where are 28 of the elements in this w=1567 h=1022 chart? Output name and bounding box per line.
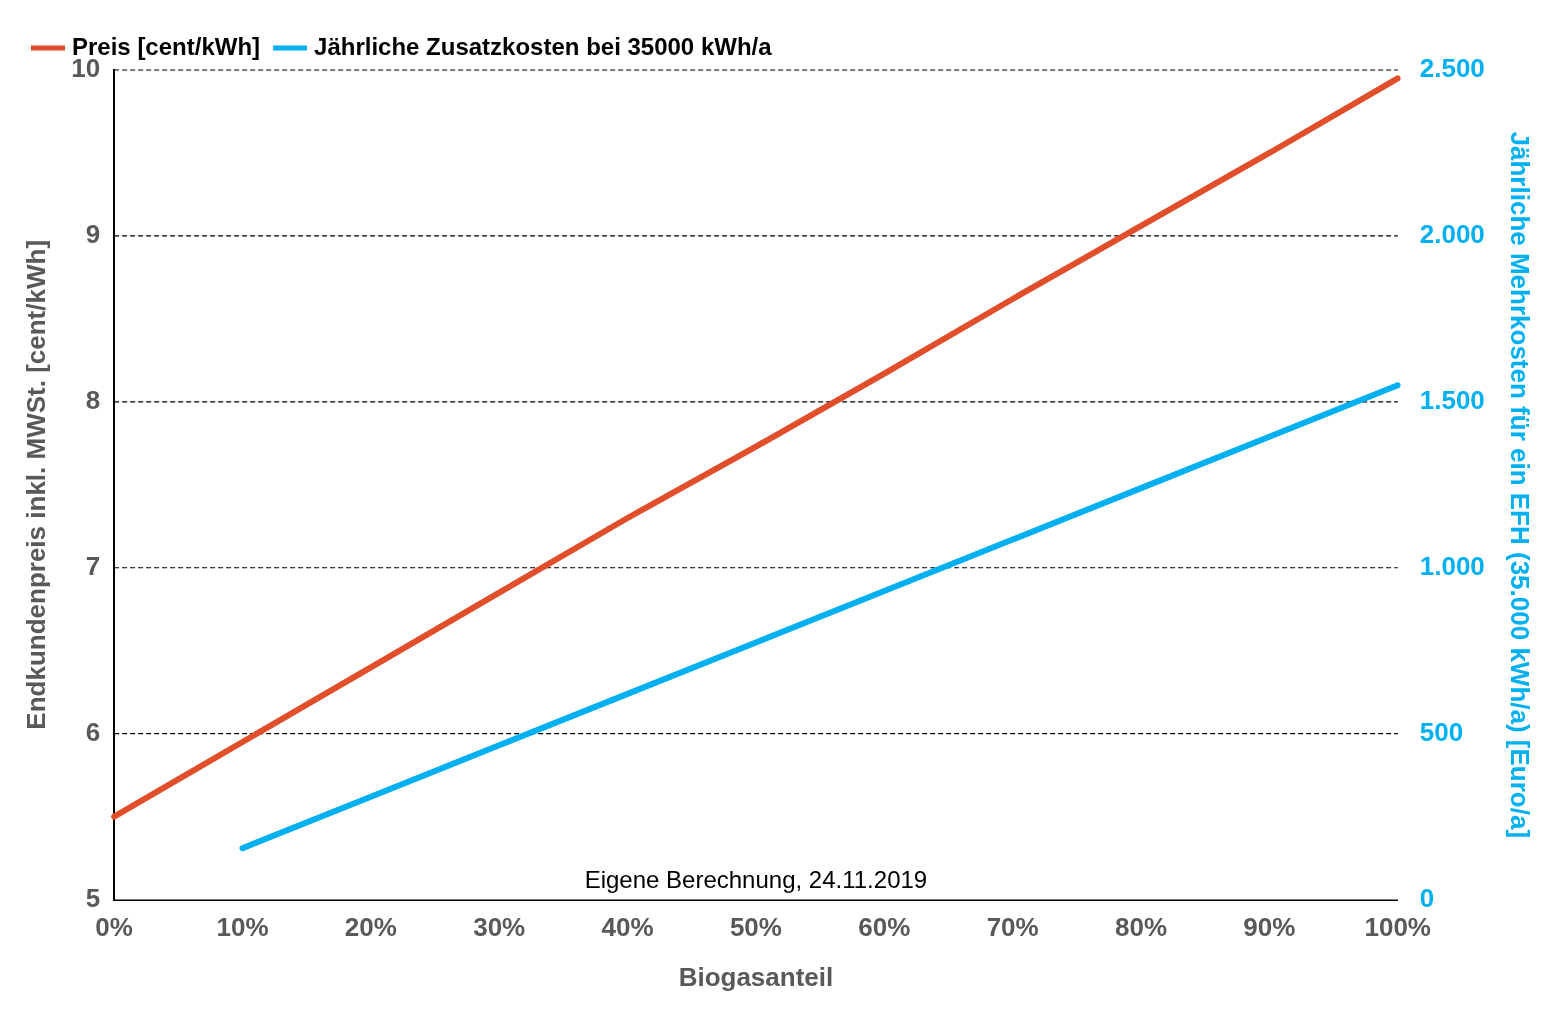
y2-tick-label: 1.500	[1419, 385, 1485, 416]
y-axis-title: Endkundenpreis inkl. MWSt. [cent/kWh]	[20, 239, 51, 730]
x-tick-label: 10%	[216, 912, 269, 943]
legend-label: Preis [cent/kWh]	[72, 32, 261, 60]
y2-axis-title: Jährliche Mehrkosten für ein EFH (35.000 kWh/a) [Euro/a]	[1505, 131, 1536, 839]
annotation: Eigene Berechnung, 24.11.2019	[584, 866, 928, 894]
y2-tick-label: 1.000	[1419, 550, 1485, 581]
y-tick-label: 8	[85, 385, 101, 416]
x-tick-label: 40%	[601, 912, 654, 943]
y2-tick-label: 2.500	[1419, 53, 1485, 84]
x-tick-label: 30%	[473, 912, 526, 943]
y-tick-label: 6	[85, 716, 101, 747]
x-tick-label: 20%	[344, 912, 397, 943]
x-tick-label: 80%	[1114, 912, 1168, 943]
x-tick-label: 60%	[858, 912, 911, 943]
x-axis-title: Biogasanteil	[678, 961, 834, 992]
y2-tick-label: 0	[1419, 882, 1435, 913]
y-tick-label: 5	[85, 882, 101, 913]
y2-tick-label: 2.000	[1419, 219, 1485, 250]
y2-tick-label: 500	[1419, 716, 1464, 747]
y-tick-label: 9	[85, 219, 101, 250]
x-tick-label: 70%	[986, 912, 1039, 943]
legend-label: Jährliche Zusatzkosten bei 35000 kWh/a	[314, 32, 773, 60]
x-tick-label: 100%	[1364, 912, 1431, 943]
x-tick-label: 0%	[95, 912, 133, 943]
y-tick-label: 7	[85, 550, 101, 581]
x-tick-label: 90%	[1243, 912, 1296, 943]
x-tick-label: 50%	[729, 912, 782, 943]
